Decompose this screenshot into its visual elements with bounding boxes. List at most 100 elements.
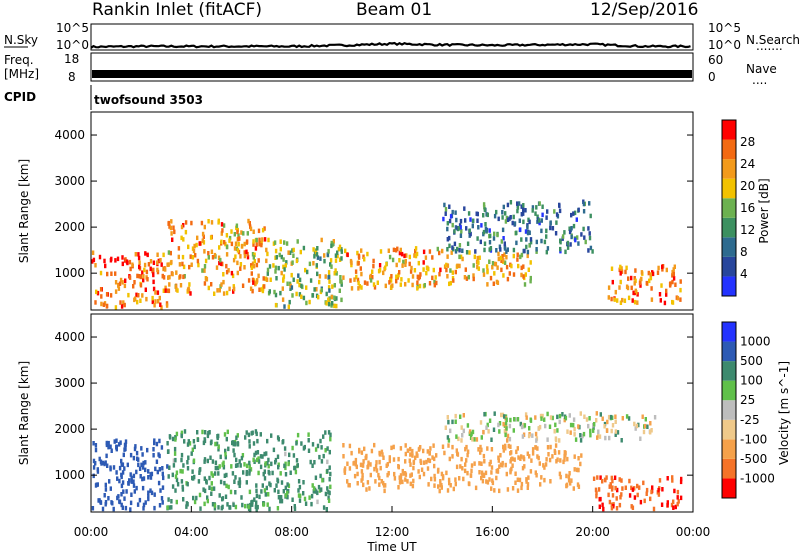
cell-2 bbox=[323, 258, 326, 264]
cell-1 bbox=[232, 502, 235, 507]
cell-2 bbox=[490, 486, 493, 491]
cell-0 bbox=[110, 271, 113, 276]
cell-1 bbox=[263, 284, 266, 289]
colorbar-tick-label: -1000 bbox=[740, 471, 775, 485]
cell-1 bbox=[210, 481, 213, 486]
cell-3 bbox=[369, 275, 372, 280]
cell-2 bbox=[333, 303, 336, 309]
cell-1 bbox=[284, 472, 288, 477]
cell-1 bbox=[263, 488, 267, 493]
cell-0 bbox=[161, 273, 164, 279]
cell-2 bbox=[288, 299, 291, 305]
cell-2 bbox=[336, 253, 339, 259]
cell-0 bbox=[109, 444, 112, 449]
cell-3 bbox=[577, 424, 580, 429]
cell-2 bbox=[493, 488, 496, 493]
cell-4 bbox=[491, 261, 495, 266]
cell-1 bbox=[180, 235, 183, 241]
cell-2 bbox=[362, 482, 365, 488]
cell-3 bbox=[483, 412, 486, 417]
cell-3 bbox=[579, 438, 583, 443]
cell-3 bbox=[566, 429, 569, 434]
cell-1 bbox=[252, 264, 256, 269]
velocity-marks bbox=[91, 411, 683, 512]
colorbar-tick-label: 25 bbox=[740, 393, 755, 407]
cell-2 bbox=[523, 464, 526, 469]
cell-0 bbox=[122, 300, 125, 305]
cell-6 bbox=[626, 285, 630, 291]
colorbar-frame bbox=[721, 321, 737, 499]
cell-1 bbox=[302, 480, 305, 485]
cell-2 bbox=[477, 447, 480, 452]
cell-2 bbox=[356, 471, 359, 477]
cell-1 bbox=[292, 453, 296, 458]
cell-0 bbox=[120, 304, 124, 309]
cell-1 bbox=[297, 488, 300, 493]
cell-2 bbox=[448, 480, 451, 486]
cell-1 bbox=[248, 468, 251, 474]
cell-5 bbox=[483, 207, 486, 212]
cell-1 bbox=[255, 507, 258, 512]
cell-4 bbox=[609, 482, 612, 487]
cell-6 bbox=[672, 267, 675, 272]
cell-1 bbox=[302, 491, 305, 496]
cell-1 bbox=[205, 478, 208, 484]
cell-3 bbox=[411, 274, 415, 279]
cell-2 bbox=[449, 483, 452, 488]
cell-3 bbox=[428, 249, 432, 254]
x-axis-title: Time UT bbox=[366, 540, 417, 554]
cell-5 bbox=[516, 205, 520, 210]
cell-2 bbox=[452, 486, 455, 492]
cell-3 bbox=[360, 271, 363, 277]
cell-1 bbox=[266, 251, 269, 257]
cell-2 bbox=[340, 249, 343, 254]
cell-3 bbox=[513, 417, 516, 422]
cell-5 bbox=[545, 228, 548, 234]
cell-1 bbox=[216, 288, 219, 293]
cell-0 bbox=[95, 289, 98, 295]
cell-4 bbox=[505, 255, 508, 260]
cell-0 bbox=[121, 261, 124, 267]
cell-2 bbox=[427, 457, 430, 463]
cell-0 bbox=[110, 448, 113, 453]
cell-2 bbox=[312, 247, 315, 252]
cell-0 bbox=[141, 270, 144, 275]
cell-3 bbox=[379, 249, 383, 254]
cell-1 bbox=[219, 479, 223, 485]
colorbar-swatch-7 bbox=[722, 341, 736, 362]
cell-2 bbox=[568, 471, 571, 476]
cell-3 bbox=[492, 427, 496, 432]
cell-2 bbox=[546, 445, 550, 450]
cell-2 bbox=[327, 285, 331, 290]
cell-0 bbox=[147, 490, 150, 495]
cell-2 bbox=[557, 450, 561, 455]
cell-5 bbox=[448, 235, 451, 241]
cell-3 bbox=[422, 249, 426, 255]
cell-2 bbox=[428, 451, 431, 456]
cell-1 bbox=[225, 269, 229, 275]
cell-0 bbox=[130, 479, 133, 484]
cell-2 bbox=[428, 458, 432, 464]
cell-6 bbox=[610, 266, 614, 271]
cell-0 bbox=[151, 299, 154, 305]
cell-0 bbox=[162, 275, 166, 280]
cell-1 bbox=[236, 229, 239, 235]
freq-left-tick-bottom: 8 bbox=[68, 70, 76, 84]
cell-3 bbox=[475, 437, 479, 442]
cell-4 bbox=[672, 505, 675, 510]
cell-6 bbox=[616, 298, 619, 303]
cell-3 bbox=[509, 417, 512, 423]
cell-3 bbox=[549, 415, 553, 420]
cell-3 bbox=[459, 414, 462, 419]
cell-1 bbox=[189, 254, 192, 259]
cell-1 bbox=[200, 220, 204, 226]
cell-5 bbox=[469, 231, 472, 237]
cell-1 bbox=[217, 444, 220, 449]
cell-3 bbox=[633, 421, 636, 427]
cell-0 bbox=[133, 280, 136, 285]
cell-1 bbox=[258, 287, 261, 292]
cell-2 bbox=[380, 449, 384, 455]
cell-4 bbox=[658, 478, 662, 483]
cell-1 bbox=[236, 260, 239, 266]
